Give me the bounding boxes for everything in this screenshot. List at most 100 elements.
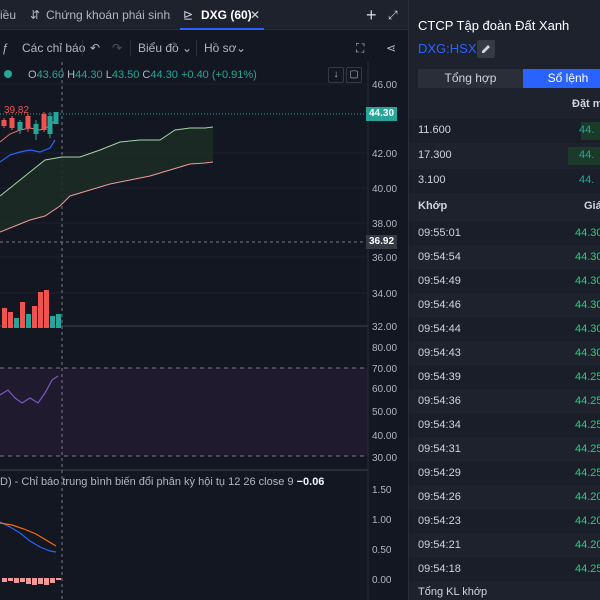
trades-time-header: Khớp: [418, 200, 448, 212]
conversion-line: [0, 139, 56, 163]
trade-price: 44.20: [575, 515, 600, 527]
volume-bar: [2, 308, 7, 328]
trade-price: 44.30: [575, 227, 600, 239]
redo-icon[interactable]: ↷: [112, 41, 123, 55]
crosshair-price-tag: 36.92: [366, 235, 398, 249]
trade-price: 44.25: [575, 563, 600, 575]
company-name: CTCP Tập đoàn Đất Xanh: [418, 18, 570, 33]
collapse-square-icon[interactable]: ▢: [346, 67, 362, 83]
depth-bar: [581, 122, 600, 140]
toolbar-divider: [82, 40, 83, 56]
trade-row: 09:54:26 44.20: [409, 485, 600, 509]
trade-row: 09:54:23 44.20: [409, 509, 600, 533]
candle-body: [47, 116, 53, 134]
trade-time: 09:54:29: [418, 467, 461, 479]
trade-time: 09:54:23: [418, 515, 461, 527]
trade-time: 09:54:36: [418, 395, 461, 407]
price-axis: 46.00 42.00 40.00 38.00 36.00 34.00 32.00 80.00…: [372, 80, 397, 586]
price-axis-label: 42.00: [372, 149, 397, 160]
indicators-icon[interactable]: ƒ: [2, 41, 9, 55]
order-qty: 17.300: [418, 149, 452, 161]
trade-price: 44.25: [575, 443, 600, 455]
tab-derivatives[interactable]: Chứng khoán phái sinh: [46, 8, 171, 22]
trade-price: 44.25: [575, 419, 600, 431]
ichimoku-cloud: [0, 127, 213, 232]
candle-body: [9, 118, 15, 128]
trade-time: 09:55:01: [418, 227, 461, 239]
rsi-axis-label: 50.00: [372, 407, 397, 418]
order-price: 44.: [579, 124, 595, 136]
edit-icon[interactable]: [477, 40, 495, 58]
macd-histogram-bar: [38, 578, 43, 584]
share-icon[interactable]: ⋖: [386, 41, 397, 55]
fullscreen-icon[interactable]: ⛶: [356, 41, 365, 55]
macd-histogram-bar: [2, 578, 7, 582]
profile-button[interactable]: Hồ sơ: [204, 41, 237, 55]
trade-price: 44.30: [575, 251, 600, 263]
ohlc-readout: O43.60 H44.30 L43.50 C44.30 +0.40 (+0.91…: [0, 66, 330, 84]
undo-icon[interactable]: ↶: [90, 41, 101, 55]
close-tab-icon[interactable]: ✕: [250, 8, 261, 22]
tab-summary[interactable]: Tổng hợp: [418, 69, 523, 88]
macd-histogram-bar: [20, 578, 25, 582]
trade-row: 09:54:21 44.20: [409, 533, 600, 557]
tab-dxg-chart[interactable]: DXG (60): [201, 8, 252, 22]
trade-price: 44.20: [575, 539, 600, 551]
macd-histogram-bar: [56, 578, 61, 580]
trade-price: 44.30: [575, 347, 600, 359]
trades-price-header: Giá: [584, 200, 600, 212]
trade-row: 09:54:29 44.25: [409, 461, 600, 485]
volume-bar: [56, 314, 61, 328]
candle-body: [33, 124, 39, 134]
price-chart[interactable]: 39.82 46.00 42.00 40.00 38.00 36.00 34.00 32.0…: [0, 62, 408, 600]
volume-bar: [50, 316, 55, 328]
trade-time: 09:54:39: [418, 371, 461, 383]
trade-row: 09:54:44 44.30: [409, 317, 600, 341]
candle-body: [25, 116, 31, 128]
trade-time: 09:54:21: [418, 539, 461, 551]
close-value: 44.30: [150, 69, 178, 81]
trade-price: 44.30: [575, 275, 600, 287]
candle-body: [1, 120, 7, 126]
price-axis-label: 34.00: [372, 289, 397, 300]
order-row: 3.100 44.: [409, 169, 600, 193]
volume-bar: [26, 314, 31, 328]
macd-histogram-bar: [32, 578, 37, 585]
volume-bar: [44, 290, 49, 328]
rsi-axis-label: 70.00: [372, 364, 397, 375]
price-axis-label: 38.00: [372, 219, 397, 230]
price-axis-label: 40.00: [372, 184, 397, 195]
trade-row: 09:54:49 44.30: [409, 269, 600, 293]
price-axis-label: 46.00: [372, 80, 397, 91]
candle-body: [53, 112, 59, 124]
high-value: 44.30: [75, 69, 103, 81]
market-status-dot: [4, 70, 12, 78]
trade-price: 44.25: [575, 371, 600, 383]
trade-price: 44.25: [575, 467, 600, 479]
low-annotation: 39.82: [4, 105, 29, 116]
macd-axis-label: 0.00: [372, 575, 392, 586]
change-value: +0.40 (+0.91%): [180, 69, 257, 81]
collapse-down-icon[interactable]: ↓: [328, 67, 344, 83]
tab-previous[interactable]: iều: [0, 8, 17, 22]
macd-histogram-bar: [26, 578, 31, 584]
trade-row: 09:54:31 44.25: [409, 437, 600, 461]
rsi-band: [0, 368, 368, 456]
trade-row: 09:54:43 44.30: [409, 341, 600, 365]
macd-histogram-bar: [44, 578, 49, 585]
ticker-symbol[interactable]: DXG:HSX: [418, 41, 477, 56]
trade-price: 44.25: [575, 395, 600, 407]
trade-row: 09:54:18 44.25: [409, 557, 600, 581]
open-label: O: [28, 69, 37, 81]
price-axis-label: 36.00: [372, 253, 397, 264]
indicators-button[interactable]: Các chỉ báo: [22, 41, 86, 55]
chart-type-button[interactable]: Biểu đồ: [138, 41, 179, 55]
trade-row: 09:55:01 44.30: [409, 221, 600, 245]
tab-order-book[interactable]: Sổ lệnh: [523, 69, 600, 88]
expand-icon[interactable]: ⤢: [388, 8, 398, 22]
chart-area[interactable]: iều ⇵ Chứng khoán phái sinh ⊵ DXG (60) ✕…: [0, 0, 408, 600]
trade-row: 09:54:36 44.25: [409, 389, 600, 413]
trade-row: 09:54:46 44.30: [409, 293, 600, 317]
add-tab-icon[interactable]: +: [366, 5, 377, 25]
order-book-panel: CTCP Tập đoàn Đất Xanh DXG:HSX Tổng hợp …: [408, 0, 600, 600]
